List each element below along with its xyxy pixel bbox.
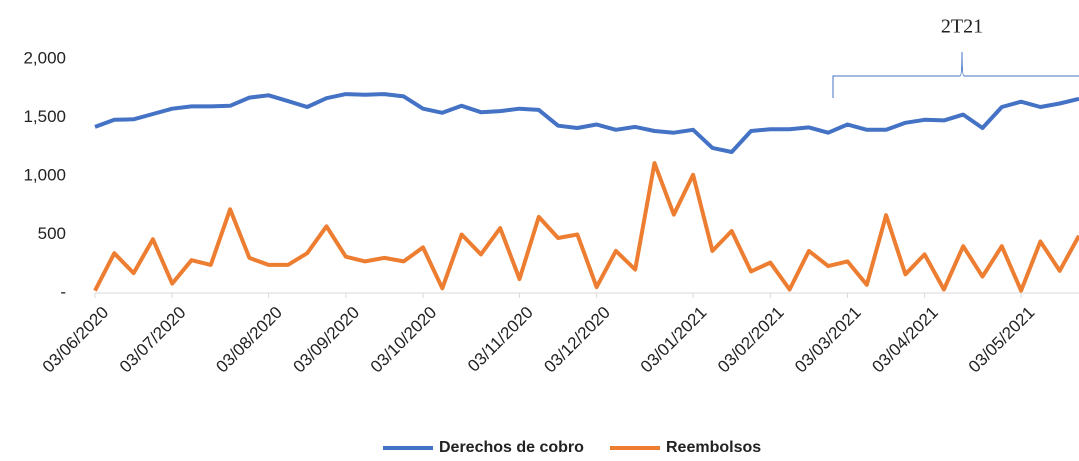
- x-tick-label: 03/07/2020: [116, 303, 190, 377]
- y-tick-label: 1,000: [23, 165, 66, 184]
- y-tick-label: 500: [38, 224, 66, 243]
- series-line: [93, 161, 1079, 293]
- x-tick-label: 03/10/2020: [367, 303, 441, 377]
- x-tick-label: 03/02/2021: [714, 303, 788, 377]
- x-tick-label: 03/05/2021: [965, 303, 1039, 377]
- y-tick-label: 1,500: [23, 107, 66, 126]
- y-tick-label: 2,000: [23, 48, 66, 67]
- y-tick-label: -: [60, 282, 66, 301]
- x-tick-label: 03/06/2020: [39, 303, 113, 377]
- annotation: 2T21: [941, 16, 983, 38]
- legend-label: Derechos de cobro: [439, 439, 584, 456]
- bracket: [832, 51, 1079, 98]
- x-tick-label: 03/03/2021: [791, 303, 865, 377]
- x-tick-label: 03/09/2020: [290, 303, 364, 377]
- x-tick-label: 03/12/2020: [540, 303, 614, 377]
- x-tick-label: 03/08/2020: [212, 303, 286, 377]
- x-tick-label: 03/01/2021: [637, 303, 711, 377]
- legend-label: Reembolsos: [666, 439, 761, 456]
- series-line: [94, 92, 1079, 154]
- x-tick-label: 03/11/2020: [464, 303, 537, 376]
- x-tick-label: 03/04/2021: [868, 303, 942, 377]
